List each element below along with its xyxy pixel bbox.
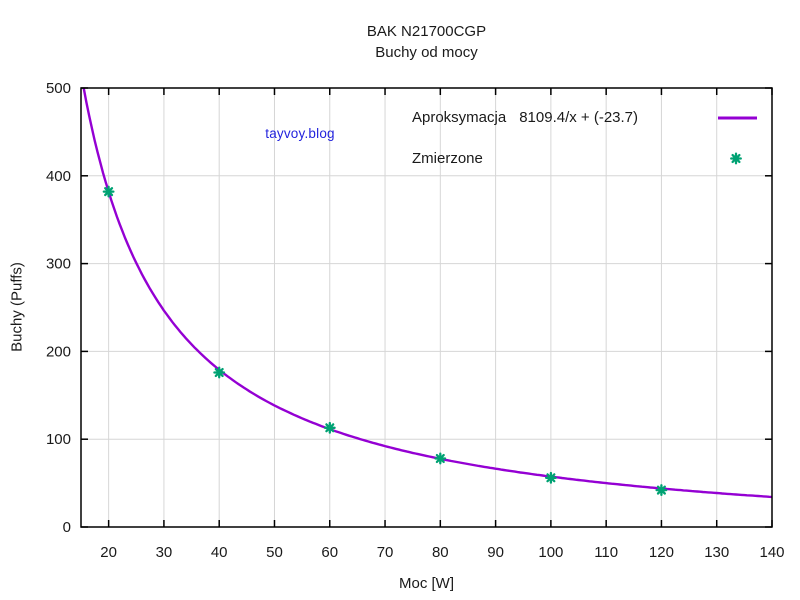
data-points xyxy=(102,185,668,497)
svg-text:400: 400 xyxy=(46,168,71,185)
svg-text:60: 60 xyxy=(321,544,338,561)
legend-fit-label: Aproksymacja xyxy=(412,109,507,126)
svg-text:120: 120 xyxy=(649,544,674,561)
svg-text:200: 200 xyxy=(46,343,71,360)
fit-curve xyxy=(82,87,772,499)
legend-fit-formula: 8109.4/x + (-23.7) xyxy=(519,109,639,126)
legend-row-measured: Zmierzone xyxy=(412,150,483,167)
svg-text:30: 30 xyxy=(156,544,173,561)
svg-text:70: 70 xyxy=(377,544,394,561)
svg-text:300: 300 xyxy=(46,256,71,273)
svg-text:50: 50 xyxy=(266,544,283,561)
svg-text:80: 80 xyxy=(432,544,449,561)
x-axis-label: Moc [W] xyxy=(399,575,454,592)
svg-text:140: 140 xyxy=(759,544,784,561)
watermark-text: tayvoy.blog xyxy=(265,126,335,141)
legend-swatches xyxy=(718,116,757,165)
title-block: BAK N21700CGP Buchy od mocy xyxy=(81,21,772,63)
svg-text:0: 0 xyxy=(63,519,71,536)
svg-text:130: 130 xyxy=(704,544,729,561)
svg-text:40: 40 xyxy=(211,544,228,561)
y-axis-label: Buchy (Puffs) xyxy=(8,262,26,352)
svg-text:100: 100 xyxy=(46,431,71,448)
chart-title: BAK N21700CGP xyxy=(366,23,487,40)
svg-text:90: 90 xyxy=(487,544,504,561)
svg-text:500: 500 xyxy=(46,80,71,97)
plot-frame xyxy=(80,87,773,528)
svg-text:110: 110 xyxy=(594,544,618,561)
legend-measured-label: Zmierzone xyxy=(412,150,483,167)
svg-text:20: 20 xyxy=(100,544,117,561)
y-tick-labels: 0 100 200 300 400 500 xyxy=(46,80,71,536)
legend-row-fit: Aproksymacja 8109.4/x + (-23.7) xyxy=(412,109,638,126)
x-tick-labels: 20 30 40 50 60 70 80 90 100 110 120 130 140 xyxy=(100,544,784,561)
chart-subtitle: Buchy od mocy xyxy=(375,44,478,61)
svg-text:100: 100 xyxy=(538,544,563,561)
